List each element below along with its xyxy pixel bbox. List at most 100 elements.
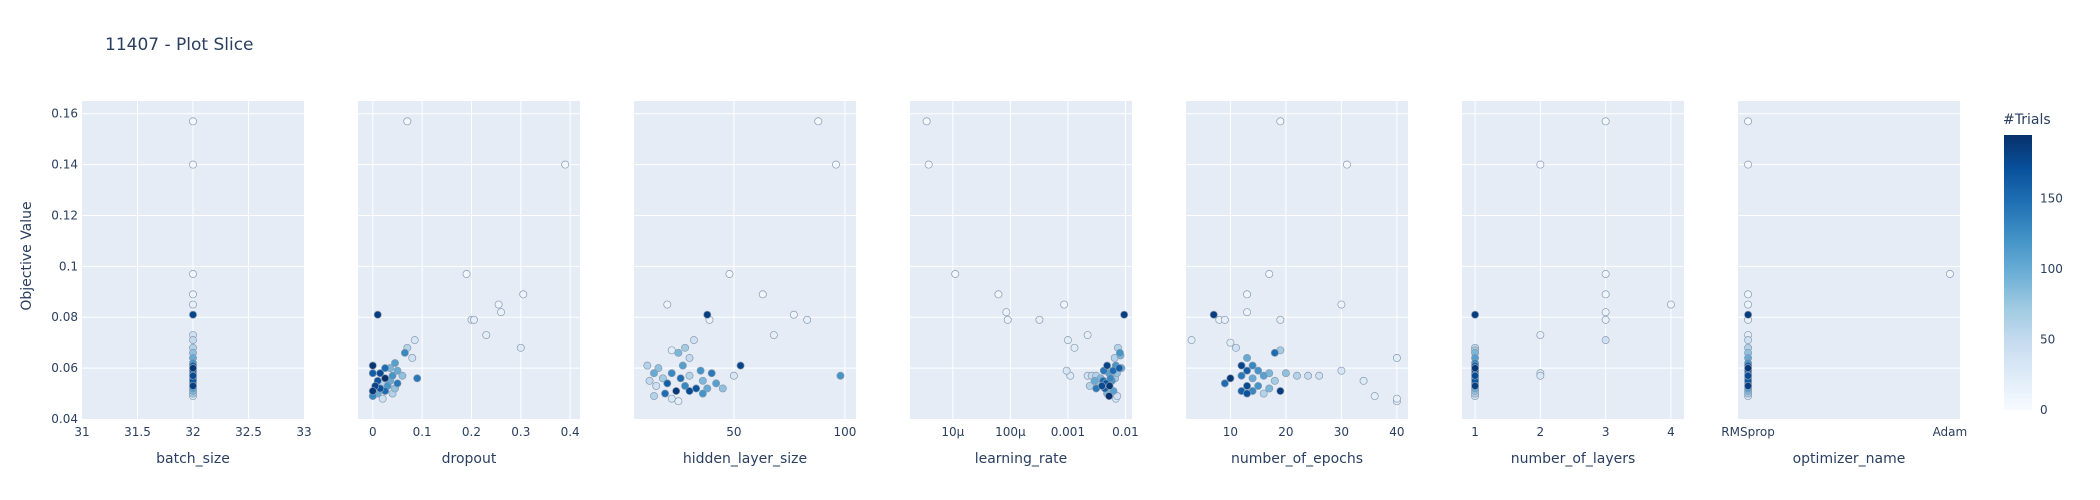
scatter-point: [381, 364, 390, 373]
scatter-point: [698, 389, 707, 398]
scatter-point: [674, 348, 683, 357]
scatter-point: [667, 346, 676, 355]
scatter-point: [703, 310, 712, 319]
scatter-point: [494, 300, 503, 309]
y-axis-label: Objective Value: [19, 201, 35, 310]
colorbar-title: #Trials: [2003, 112, 2051, 128]
x-tick-label: 100μ: [995, 425, 1026, 439]
scatter-point: [1337, 300, 1346, 309]
plot-background: [1186, 101, 1408, 419]
scatter-point: [1062, 366, 1071, 375]
scatter-point: [1243, 366, 1252, 375]
y-tick-label: 0.08: [51, 310, 78, 324]
scatter-point: [561, 160, 570, 169]
scatter-point: [1120, 310, 1129, 319]
subplot-optimizer-name: RMSprop Adam optimizer_name: [1721, 101, 1967, 467]
scatter-point: [388, 371, 397, 380]
plot-background: [634, 101, 856, 419]
scatter-point: [482, 331, 491, 339]
y-tick-label: 0.14: [51, 158, 78, 172]
scatter-point: [1666, 300, 1675, 309]
scatter-point: [736, 361, 745, 370]
scatter-point: [1337, 366, 1346, 375]
scatter-point: [1248, 374, 1257, 383]
scatter-point: [1601, 308, 1610, 317]
scatter-point: [1744, 371, 1753, 380]
scatter-point: [1744, 290, 1753, 299]
x-tick-label: 1: [1471, 425, 1479, 439]
scatter-point: [1105, 381, 1114, 390]
scatter-point: [1601, 117, 1610, 126]
scatter-point: [1226, 374, 1235, 383]
x-axis-label: number_of_epochs: [1231, 451, 1363, 467]
x-tick-label: 0.1: [413, 425, 432, 439]
scatter-point: [689, 336, 698, 345]
y-tick-label: 0.04: [51, 412, 78, 426]
colorbar: #Trials 0 50 100 150: [2003, 112, 2063, 417]
scatter-point: [707, 369, 716, 378]
scatter-point: [1744, 117, 1753, 126]
scatter-point: [712, 379, 721, 388]
scatter-point: [393, 379, 402, 388]
x-tick-label: Adam: [1933, 425, 1968, 439]
scatter-point: [1270, 348, 1279, 357]
scatter-point: [1270, 376, 1279, 385]
scatter-point: [692, 384, 701, 393]
scatter-point: [685, 387, 694, 395]
scatter-point: [1097, 381, 1106, 390]
scatter-point: [189, 160, 197, 169]
scatter-point: [1063, 336, 1072, 345]
scatter-point: [1105, 392, 1114, 401]
scatter-point: [1254, 366, 1263, 375]
x-tick-label: 31.5: [124, 425, 151, 439]
plot-background: [1738, 101, 1960, 419]
scatter-point: [1601, 315, 1610, 324]
scatter-point: [378, 394, 387, 403]
scatter-point: [676, 374, 685, 383]
colorbar-tick-label: 100: [2040, 262, 2063, 276]
scatter-point: [1359, 376, 1368, 385]
scatter-point: [1070, 343, 1079, 352]
scatter-point: [1471, 381, 1480, 390]
x-tick-label: 40: [1389, 425, 1404, 439]
scatter-point: [1220, 315, 1229, 324]
x-tick-label: 30: [1334, 425, 1349, 439]
scatter-point: [650, 392, 658, 401]
scatter-point: [462, 270, 471, 278]
scatter-point: [189, 364, 197, 373]
scatter-point: [1536, 331, 1545, 339]
y-tick-label: 0.16: [51, 107, 78, 121]
scatter-point: [1237, 361, 1246, 370]
scatter-point: [1243, 381, 1252, 390]
x-tick-label: 100: [833, 425, 856, 439]
scatter-point: [1293, 371, 1301, 380]
x-tick-label: 3: [1602, 425, 1610, 439]
scatter-point: [189, 371, 197, 380]
scatter-point: [398, 371, 407, 380]
scatter-point: [650, 369, 658, 378]
scatter-point: [667, 394, 676, 403]
scatter-point: [1744, 300, 1753, 309]
scatter-point: [667, 369, 676, 378]
x-tick-label: 0.2: [462, 425, 481, 439]
scatter-point: [1237, 371, 1246, 380]
scatter-point: [951, 270, 960, 278]
x-tick-label: 0: [369, 425, 377, 439]
x-axis-label: learning_rate: [975, 451, 1068, 467]
scatter-point: [769, 331, 778, 339]
scatter-point: [519, 290, 528, 299]
scatter-point: [381, 374, 390, 383]
x-tick-label: 0.001: [1051, 425, 1085, 439]
scatter-point: [1254, 381, 1263, 390]
scatter-point: [1471, 364, 1480, 373]
scatter-point: [1276, 387, 1285, 395]
scatter-point: [1471, 310, 1480, 319]
scatter-point: [1003, 315, 1012, 324]
scatter-point: [1231, 343, 1240, 352]
x-axis-label: optimizer_name: [1793, 451, 1906, 467]
x-tick-label: 32.5: [235, 425, 262, 439]
x-tick-label: 0.4: [561, 425, 580, 439]
scatter-point: [663, 300, 672, 309]
colorbar-gradient: [2004, 135, 2032, 410]
